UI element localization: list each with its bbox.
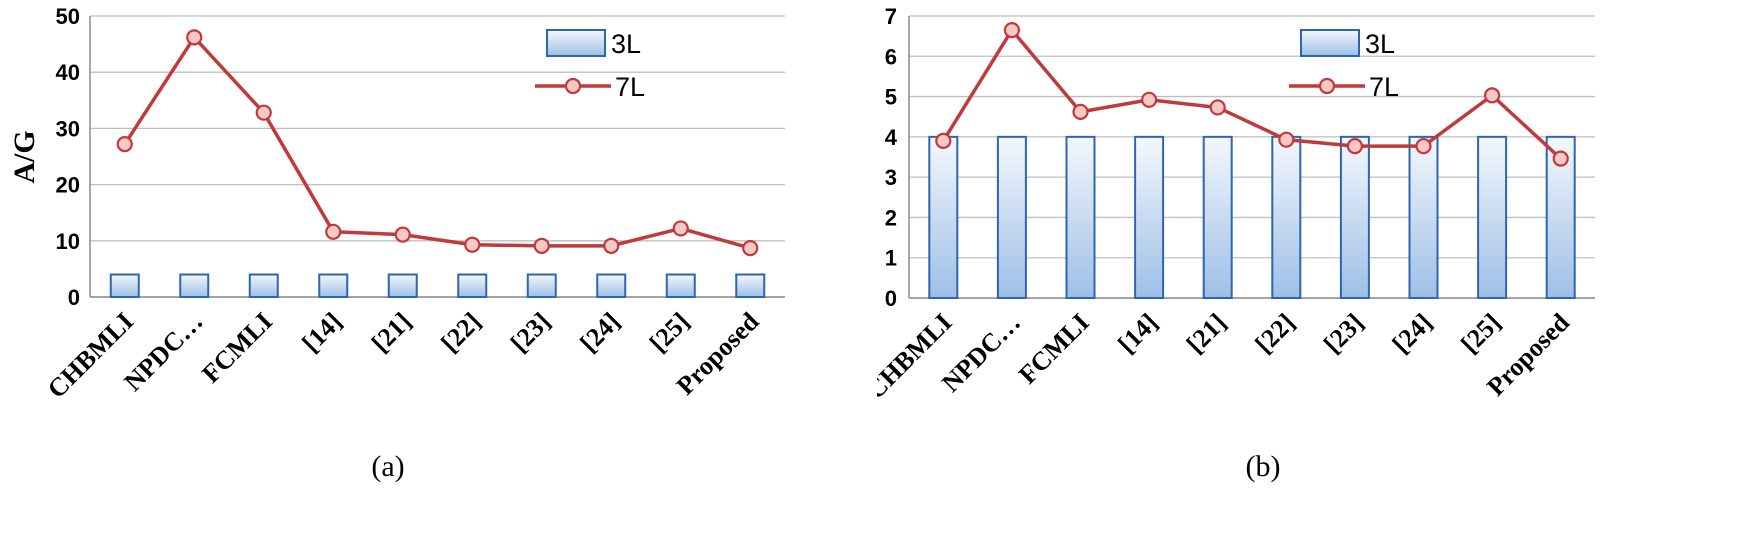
chart-a-bar-3L <box>179 273 210 298</box>
chart-b-ylabel: A/NLevel <box>877 108 882 206</box>
chart-a-xtick-label: [23] <box>505 307 556 358</box>
chart-a-point-7L <box>325 223 342 240</box>
chart-a-legend-label-7L: 7L <box>615 72 645 102</box>
chart-a-point-7L <box>672 220 689 237</box>
chart-a-bar-3L <box>665 273 696 298</box>
chart-a-line-7L <box>123 35 751 250</box>
chart-b-xtick-label: FCMLI <box>1013 308 1095 390</box>
chart-b-point-7L <box>1209 99 1226 116</box>
chart-a-xtick-label: CHBMLI <box>42 307 139 404</box>
chart-b-xtick-label: [22] <box>1249 308 1300 359</box>
chart-b-point-7L <box>1003 22 1020 39</box>
chart-a-xtick-label: [14] <box>296 307 347 358</box>
chart-panel-b: 0 1 2 3 4 5 6 7 CHBMLI NPDC… FCMLI [14] [21] [22] [23]… <box>877 0 1753 550</box>
chart-a-bar-3L <box>526 273 557 298</box>
chart-a-bar-3L <box>248 273 279 298</box>
chart-a-xtick-label: NPDC… <box>119 307 209 397</box>
chart-a-ytick-label: 0 <box>68 285 80 310</box>
chart-a-xtick-label: [24] <box>574 307 625 358</box>
chart-b-legend-label-7L: 7L <box>1369 72 1399 102</box>
chart-b-xtick-label: [25] <box>1455 308 1506 359</box>
chart-a-ytick-label: 10 <box>56 229 80 254</box>
chart-a-legend-swatch-bar <box>546 29 606 57</box>
chart-a-bar-3L <box>457 273 488 298</box>
chart-a-point-7L <box>394 226 411 243</box>
chart-b-bar-3L <box>1202 135 1233 299</box>
chart-b-bar-3L <box>1134 135 1165 299</box>
chart-b-bar-3L <box>996 135 1027 299</box>
chart-a-point-7L <box>464 236 481 253</box>
chart-b-point-7L <box>1278 131 1295 148</box>
chart-a-ytick-label: 50 <box>56 4 80 29</box>
chart-b-point-7L <box>1346 138 1363 155</box>
chart-b-legend-label-3L: 3L <box>1365 29 1395 59</box>
chart-b-bar-3L <box>1271 135 1302 299</box>
chart-b-ytick-label: 6 <box>885 44 897 69</box>
chart-b-ytick-label: 7 <box>885 4 897 29</box>
chart-b-point-7L <box>1072 103 1089 120</box>
chart-b-ytick-label: 0 <box>885 286 897 311</box>
chart-a-ytick-label: 20 <box>56 173 80 198</box>
chart-b-point-7L <box>1483 87 1501 104</box>
chart-a-ytick-label: 40 <box>56 60 80 85</box>
chart-b-xtick-label: CHBMLI <box>877 308 958 405</box>
chart-a-legend-marker <box>564 77 582 95</box>
chart-a-point-7L <box>116 136 133 153</box>
chart-b-line-7L <box>941 28 1562 160</box>
chart-b-point-7L <box>1141 91 1158 108</box>
chart-a-point-7L <box>742 240 759 257</box>
chart-b-bar-3L <box>1408 135 1439 299</box>
chart-b-bar-3L <box>1339 135 1370 299</box>
chart-b-xtick-label: [23] <box>1318 308 1369 359</box>
chart-b-bar-3L <box>928 135 959 299</box>
chart-b-point-7L <box>1552 150 1569 167</box>
chart-a-bar-3L <box>387 273 418 298</box>
chart-a-xtick-label: [25] <box>644 307 695 358</box>
chart-b-legend-swatch-bar <box>1300 29 1360 57</box>
chart-b-legend-marker <box>1318 77 1336 95</box>
chart-b-bar-3L <box>1477 135 1508 299</box>
chart-a-point-7L <box>255 104 272 121</box>
chart-b-caption: (b) <box>1246 450 1281 483</box>
chart-b-point-7L <box>935 132 952 149</box>
chart-b-ytick-label: 1 <box>885 246 897 271</box>
chart-b-xtick-label: [21] <box>1181 308 1232 359</box>
chart-a-bar-3L <box>318 273 349 298</box>
chart-a-xtick-label: [22] <box>435 307 486 358</box>
chart-b-ytick-label: 4 <box>885 125 898 150</box>
chart-a-point-7L <box>186 29 203 46</box>
chart-a-bar-3L <box>109 273 140 298</box>
chart-a-bar-3L <box>735 273 766 298</box>
chart-b-ytick-label: 2 <box>885 205 897 230</box>
chart-a-point-7L <box>533 237 550 254</box>
chart-b-xtick-label: [24] <box>1387 308 1438 359</box>
chart-b-ytick-label: 5 <box>885 85 897 110</box>
chart-panel-a: 0 10 20 30 40 50 CHBMLI NPDC… FCMLI [14] [21] [22] [… <box>8 4 785 483</box>
chart-a-xtick-label: [21] <box>366 307 417 358</box>
chart-a-ytick-label: 30 <box>56 116 80 141</box>
chart-a-legend-label-3L: 3L <box>611 29 641 59</box>
chart-b-bar-3L <box>1065 135 1096 299</box>
chart-a-point-7L <box>603 237 620 254</box>
chart-a-bar-3L <box>596 273 627 298</box>
chart-b-xtick-label: [14] <box>1112 308 1163 359</box>
chart-a-caption: (a) <box>371 450 404 483</box>
chart-b-ytick-label: 3 <box>885 165 897 190</box>
chart-a-ylabel: A/G <box>8 130 41 183</box>
chart-a-xtick-label: FCMLI <box>196 307 278 389</box>
chart-b-point-7L <box>1415 138 1432 155</box>
